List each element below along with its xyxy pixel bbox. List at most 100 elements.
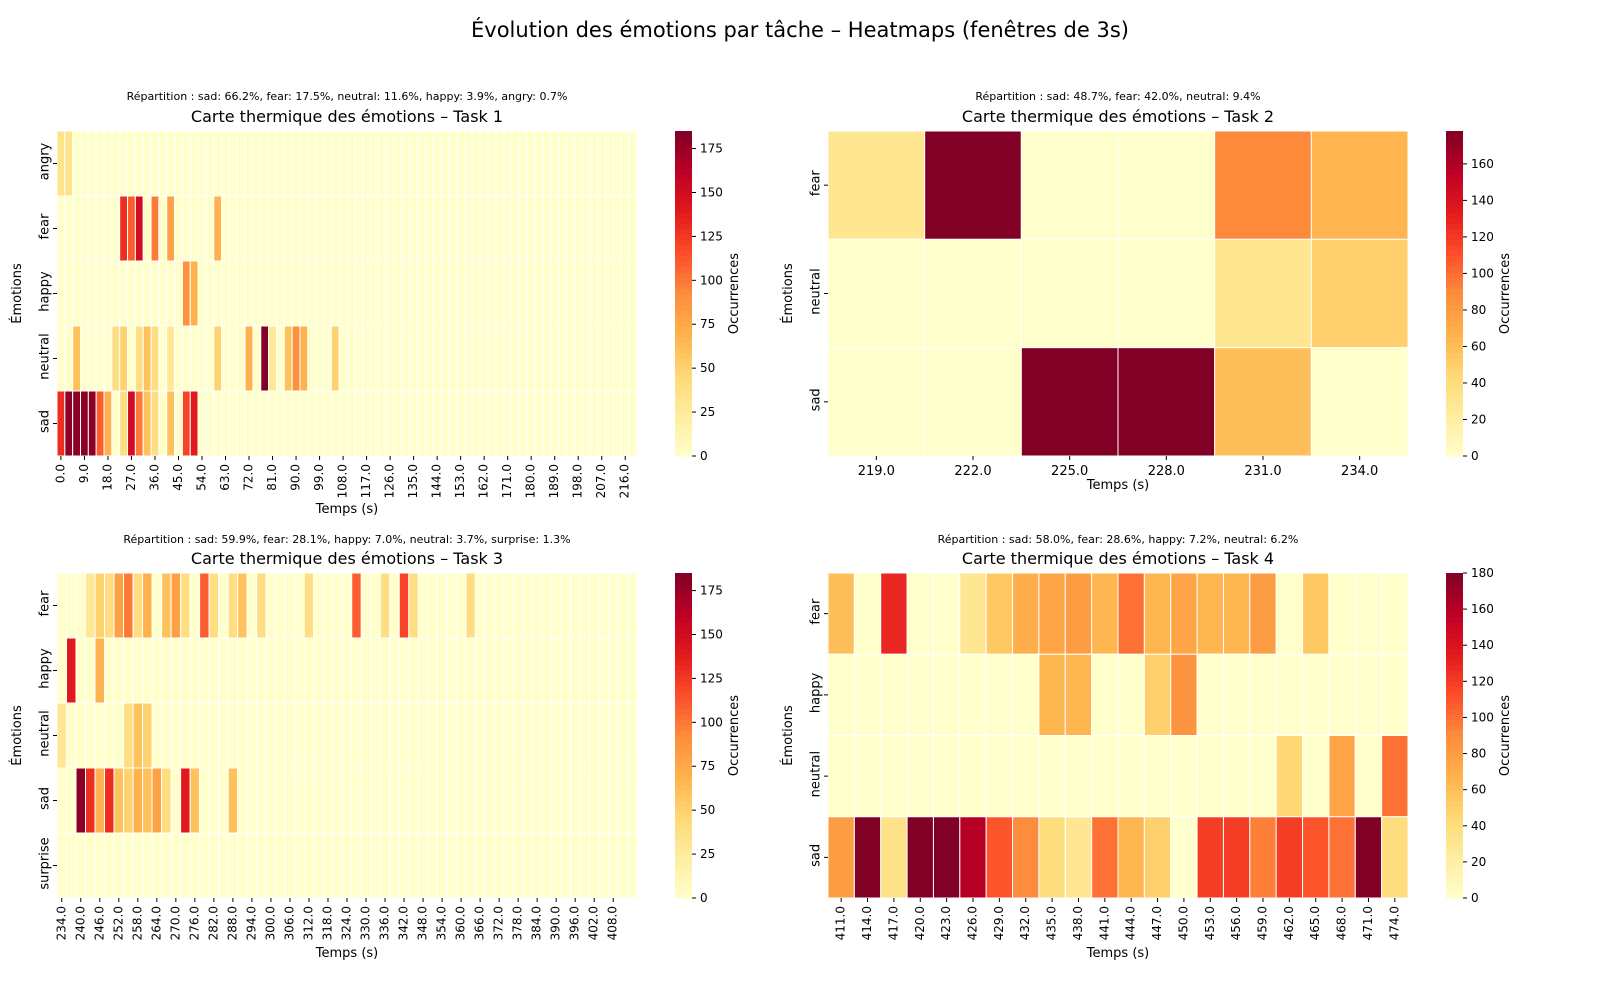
heatmap-cell [588,572,600,639]
heatmap-cell [180,572,191,639]
x-tick-label: 276.0 [187,906,201,940]
heatmap-cell [511,325,520,392]
heatmap-cell [531,832,543,899]
heatmap-cell [408,832,419,899]
colorbar-segment [675,703,692,710]
colorbar-segment [675,816,692,823]
heatmap-cell [307,260,317,327]
colorbar-segment [675,751,692,758]
heatmap-cell [906,735,934,818]
heatmap-cell [256,702,267,769]
colorbar-segment [675,789,692,796]
heatmap-cell [959,653,987,736]
heatmap-cell [161,767,172,834]
heatmap-cell [569,767,581,834]
x-tick-label: 417.0 [886,906,900,940]
heatmap-cell [284,767,296,834]
heatmap-cell [1275,653,1304,736]
y-tick-label: happy [809,672,824,713]
heatmap-cell [541,702,552,769]
heatmap-cell [377,390,387,457]
colorbar-segment [675,643,692,650]
colorbar-segment [1446,271,1463,278]
heatmap-cell [518,260,528,327]
heatmap-cell [127,195,136,262]
heatmap-cell [268,390,277,457]
heatmap-cell [246,832,258,899]
colorbar-segment [675,768,692,775]
heatmap-cell [362,130,372,197]
colorbar-segment [1446,326,1463,333]
colorbar-segment [675,244,692,251]
colorbar-segment [675,800,692,807]
colorbar-segment [1446,439,1463,446]
colorbar-segment [675,315,692,322]
heatmap-cell [518,195,528,262]
heatmap-cell [550,195,560,262]
x-tick-label: 318.0 [320,906,334,940]
heatmap-cell [511,260,520,327]
heatmap-cell [827,653,855,736]
colorbar-segment [675,380,692,387]
heatmap-cell [227,637,239,704]
colorbar-segment [675,892,692,899]
heatmap-cell [607,702,619,769]
colorbar-segment [1446,412,1463,419]
colorbar-segment [1446,632,1463,639]
colorbar-segment [1446,740,1463,747]
heatmap-cell [906,572,934,655]
heatmap-cell [607,572,619,639]
colorbar-segment [1446,784,1463,791]
heatmap-cell [161,832,172,899]
heatmap-cell [932,572,961,655]
heatmap-cell [628,325,638,392]
colorbar-segment [1446,795,1463,802]
heatmap-cell [573,390,583,457]
heatmap-cell [417,702,429,769]
x-tick-label: 90.0 [289,464,303,491]
heatmap-cell [322,325,332,392]
heatmap-cell [244,130,254,197]
colorbar-segment [1446,342,1463,349]
heatmap-cell [569,702,581,769]
heatmap-cell [104,767,115,834]
heatmap-cell [612,130,622,197]
heatmap-cell [471,390,481,457]
x-tick-label: 462.0 [1282,906,1296,940]
x-tick-label: 228.0 [1148,464,1185,479]
heatmap-cell [103,390,113,457]
heatmap-cell [597,195,607,262]
heatmap-cell [560,767,571,834]
heatmap-cell [487,260,497,327]
x-tick-label: 390.0 [549,906,563,940]
heatmap-cell [495,130,505,197]
x-tick-label: 432.0 [1018,906,1032,940]
heatmap-cell [354,260,364,327]
heatmap-cell [512,572,524,639]
heatmap-cell [446,832,457,899]
heatmap-cell [605,260,614,327]
heatmap-cell [260,260,270,327]
colorbar-segment [1446,719,1463,726]
colorbar-segment [1446,773,1463,780]
colorbar-label: Occurrences [1498,695,1513,776]
colorbar-segment [675,277,692,284]
heatmap-cell [518,130,528,197]
heatmap-cell [284,832,296,899]
colorbar-tick-label: 20 [1471,412,1486,426]
colorbar-segment [675,136,692,143]
heatmap-cell [612,195,622,262]
colorbar-segment [675,141,692,148]
heatmap-cell [512,832,524,899]
colorbar-segment [675,391,692,398]
heatmap-panel-3: Répartition : sad: 59.9%, fear: 28.1%, h… [9,533,742,961]
colorbar-tick-label: 150 [700,185,723,199]
colorbar-tick-label: 100 [1471,266,1494,280]
heatmap-cell [370,767,381,834]
heatmap-cell [56,195,66,262]
colorbar-segment [1446,174,1463,181]
colorbar-segment [675,369,692,376]
heatmap-cell [161,572,172,639]
heatmap-cell [1117,130,1216,240]
colorbar-segment [1446,196,1463,203]
